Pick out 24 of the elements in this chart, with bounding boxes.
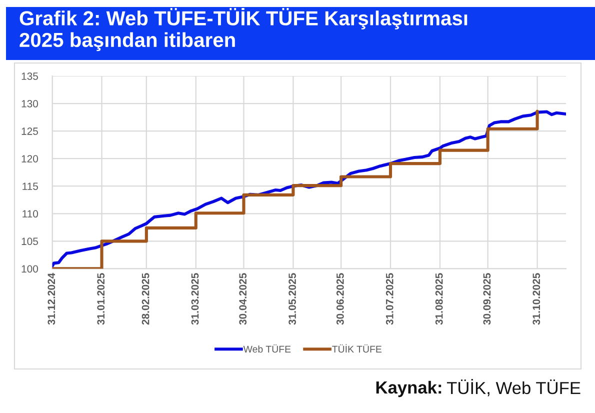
legend-label: Web TÜFE [243,344,291,353]
y-tick-label: 105 [22,238,38,246]
x-tick-label: 30.06.2025 [336,273,344,325]
x-tick-label: 28.02.2025 [142,273,150,325]
x-tick-label: 31.07.2025 [386,273,394,325]
x-tick-label: 31.01.2025 [97,273,105,325]
x-tick-label: 31.08.2025 [435,273,443,325]
y-tick-label: 100 [22,265,38,273]
text: TÜİK, Web TÜFE [446,379,580,396]
x-tick-label: 31.10.2025 [532,273,540,325]
y-tick-label: 125 [22,128,38,135]
y-tick-label: 120 [22,155,38,162]
x-tick-label: 31.05.2025 [288,273,296,325]
legend-label: TÜİK TÜFE [332,344,382,353]
x-tick-label: 30.04.2025 [239,273,247,325]
y-tick-label: 135 [22,72,38,80]
y-tick-label: 130 [22,100,38,108]
text: Kaynak: [376,380,442,398]
x-tick-label: 31.03.2025 [191,273,199,325]
y-tick-label: 115 [22,182,38,190]
chart-title: Grafik 2: Web TÜFE-TÜİK TÜFE Karşılaştırması 2025 başından itibaren [20,8,468,52]
y-tick-label: 110 [22,210,38,218]
x-tick-label: 31.12.2024 [48,272,56,325]
x-tick-label: 30.09.2025 [483,273,491,325]
